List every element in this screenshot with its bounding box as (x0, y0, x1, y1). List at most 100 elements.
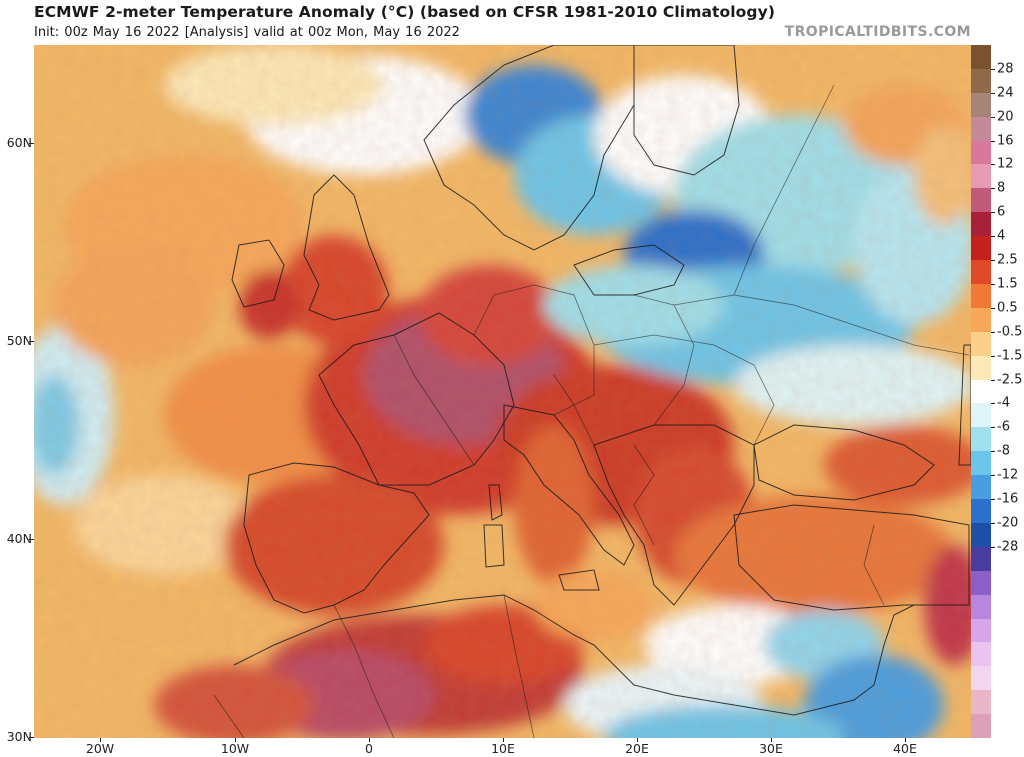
colorbar-segment (971, 283, 991, 309)
lon-label-20e: 20E (625, 741, 649, 756)
colorbar-tick (991, 403, 995, 405)
colorbar-tick (991, 451, 995, 453)
lon-tick (771, 738, 772, 742)
colorbar-segment (971, 45, 991, 70)
colorbar-tick (991, 355, 995, 357)
colorbar-segment (971, 116, 991, 142)
colorbar-segment (971, 451, 991, 476)
lon-label-10e: 10E (491, 741, 515, 756)
colorbar-tick (991, 307, 995, 309)
colorbar-label: 0.5 (997, 300, 1018, 316)
lat-tick (29, 539, 34, 540)
colorbar-tick (991, 379, 995, 381)
lat-label-30n: 30N (6, 729, 32, 744)
colorbar-label: -2.5 (997, 372, 1023, 388)
colorbar-segment (971, 546, 991, 572)
colorbar-label: -20 (997, 515, 1019, 531)
colorbar-label: 6 (997, 204, 1006, 220)
colorbar-segment (971, 427, 991, 452)
colorbar-segment (971, 594, 991, 619)
colorbar-tick (991, 236, 995, 238)
lon-tick (369, 738, 370, 742)
colorbar-segment (971, 570, 991, 596)
colorbar-label: 1.5 (997, 276, 1018, 292)
colorbar-segment (971, 499, 991, 524)
colorbar-segment (971, 331, 991, 357)
brand-watermark: TROPICALTIDBITS.COM (784, 24, 971, 40)
coastlines (231, 45, 971, 716)
colorbar-label: 2.5 (997, 252, 1018, 268)
colorbar-segment (971, 164, 991, 189)
colorbar-label: -16 (997, 491, 1019, 507)
colorbar-segment (971, 475, 991, 500)
colorbar (971, 45, 991, 739)
lat-label-60n: 60N (6, 135, 32, 150)
lon-label-30e: 30E (759, 741, 783, 756)
lon-tick (235, 738, 236, 742)
colorbar-label: 4 (997, 228, 1006, 244)
map-subtitle: Init: 00z May 16 2022 [Analysis] valid a… (34, 25, 460, 40)
colorbar-label: -6 (997, 419, 1010, 435)
colorbar-segment (971, 236, 991, 261)
lat-label-50n: 50N (6, 333, 32, 348)
colorbar-segment (971, 690, 991, 715)
lon-tick (503, 738, 504, 742)
map-title: ECMWF 2-meter Temperature Anomaly (°C) (… (34, 3, 776, 21)
colorbar-tick (991, 331, 995, 333)
colorbar-label: 20 (997, 109, 1014, 125)
colorbar-tick (991, 546, 995, 548)
colorbar-label: -4 (997, 395, 1010, 411)
temperature-anomaly-map (34, 45, 971, 738)
colorbar-segment (971, 140, 991, 165)
colorbar-segment (971, 522, 991, 548)
lon-tick (637, 738, 638, 742)
colorbar-segment (971, 212, 991, 237)
colorbar-tick (991, 475, 995, 477)
colorbar-segment (971, 188, 991, 213)
colorbar-tick (991, 427, 995, 429)
lon-tick (905, 738, 906, 742)
lon-label-20w: 20W (85, 741, 115, 756)
colorbar-tick (991, 68, 995, 70)
lon-label-0: 0 (365, 741, 373, 756)
colorbar-tick (991, 116, 995, 118)
colorbar-segment (971, 260, 991, 285)
colorbar-segment (971, 92, 991, 118)
colorbar-label: 24 (997, 85, 1014, 101)
lat-tick (29, 341, 34, 342)
lon-label-40e: 40E (893, 741, 917, 756)
map-canvas (34, 45, 971, 738)
colorbar-segment (971, 642, 991, 667)
colorbar-segment (971, 379, 991, 404)
lon-label-10w: 10W (220, 741, 250, 756)
colorbar-label: 12 (997, 156, 1014, 172)
colorbar-tick (991, 92, 995, 94)
colorbar-label: -8 (997, 443, 1010, 459)
lon-tick (100, 738, 101, 742)
lat-tick (29, 143, 34, 144)
colorbar-segment (971, 403, 991, 428)
colorbar-label: -1.5 (997, 348, 1023, 364)
country-borders (213, 84, 970, 738)
colorbar-tick (991, 188, 995, 190)
colorbar-tick (991, 164, 995, 166)
colorbar-label: 16 (997, 133, 1014, 149)
colorbar-label: -12 (997, 467, 1019, 483)
colorbar-segment (971, 355, 991, 381)
colorbar-tick (991, 522, 995, 524)
colorbar-label: -28 (997, 539, 1019, 555)
colorbar-tick (991, 499, 995, 501)
colorbar-label: -0.5 (997, 324, 1023, 340)
colorbar-tick (991, 212, 995, 214)
colorbar-tick (991, 260, 995, 262)
lat-label-40n: 40N (6, 531, 32, 546)
colorbar-segment (971, 68, 991, 94)
colorbar-segment (971, 714, 991, 739)
colorbar-segment (971, 618, 991, 643)
colorbar-label: 8 (997, 180, 1006, 196)
colorbar-tick (991, 140, 995, 142)
colorbar-label: 28 (997, 61, 1014, 77)
colorbar-segment (971, 307, 991, 333)
colorbar-tick (991, 283, 995, 285)
colorbar-segment (971, 666, 991, 691)
